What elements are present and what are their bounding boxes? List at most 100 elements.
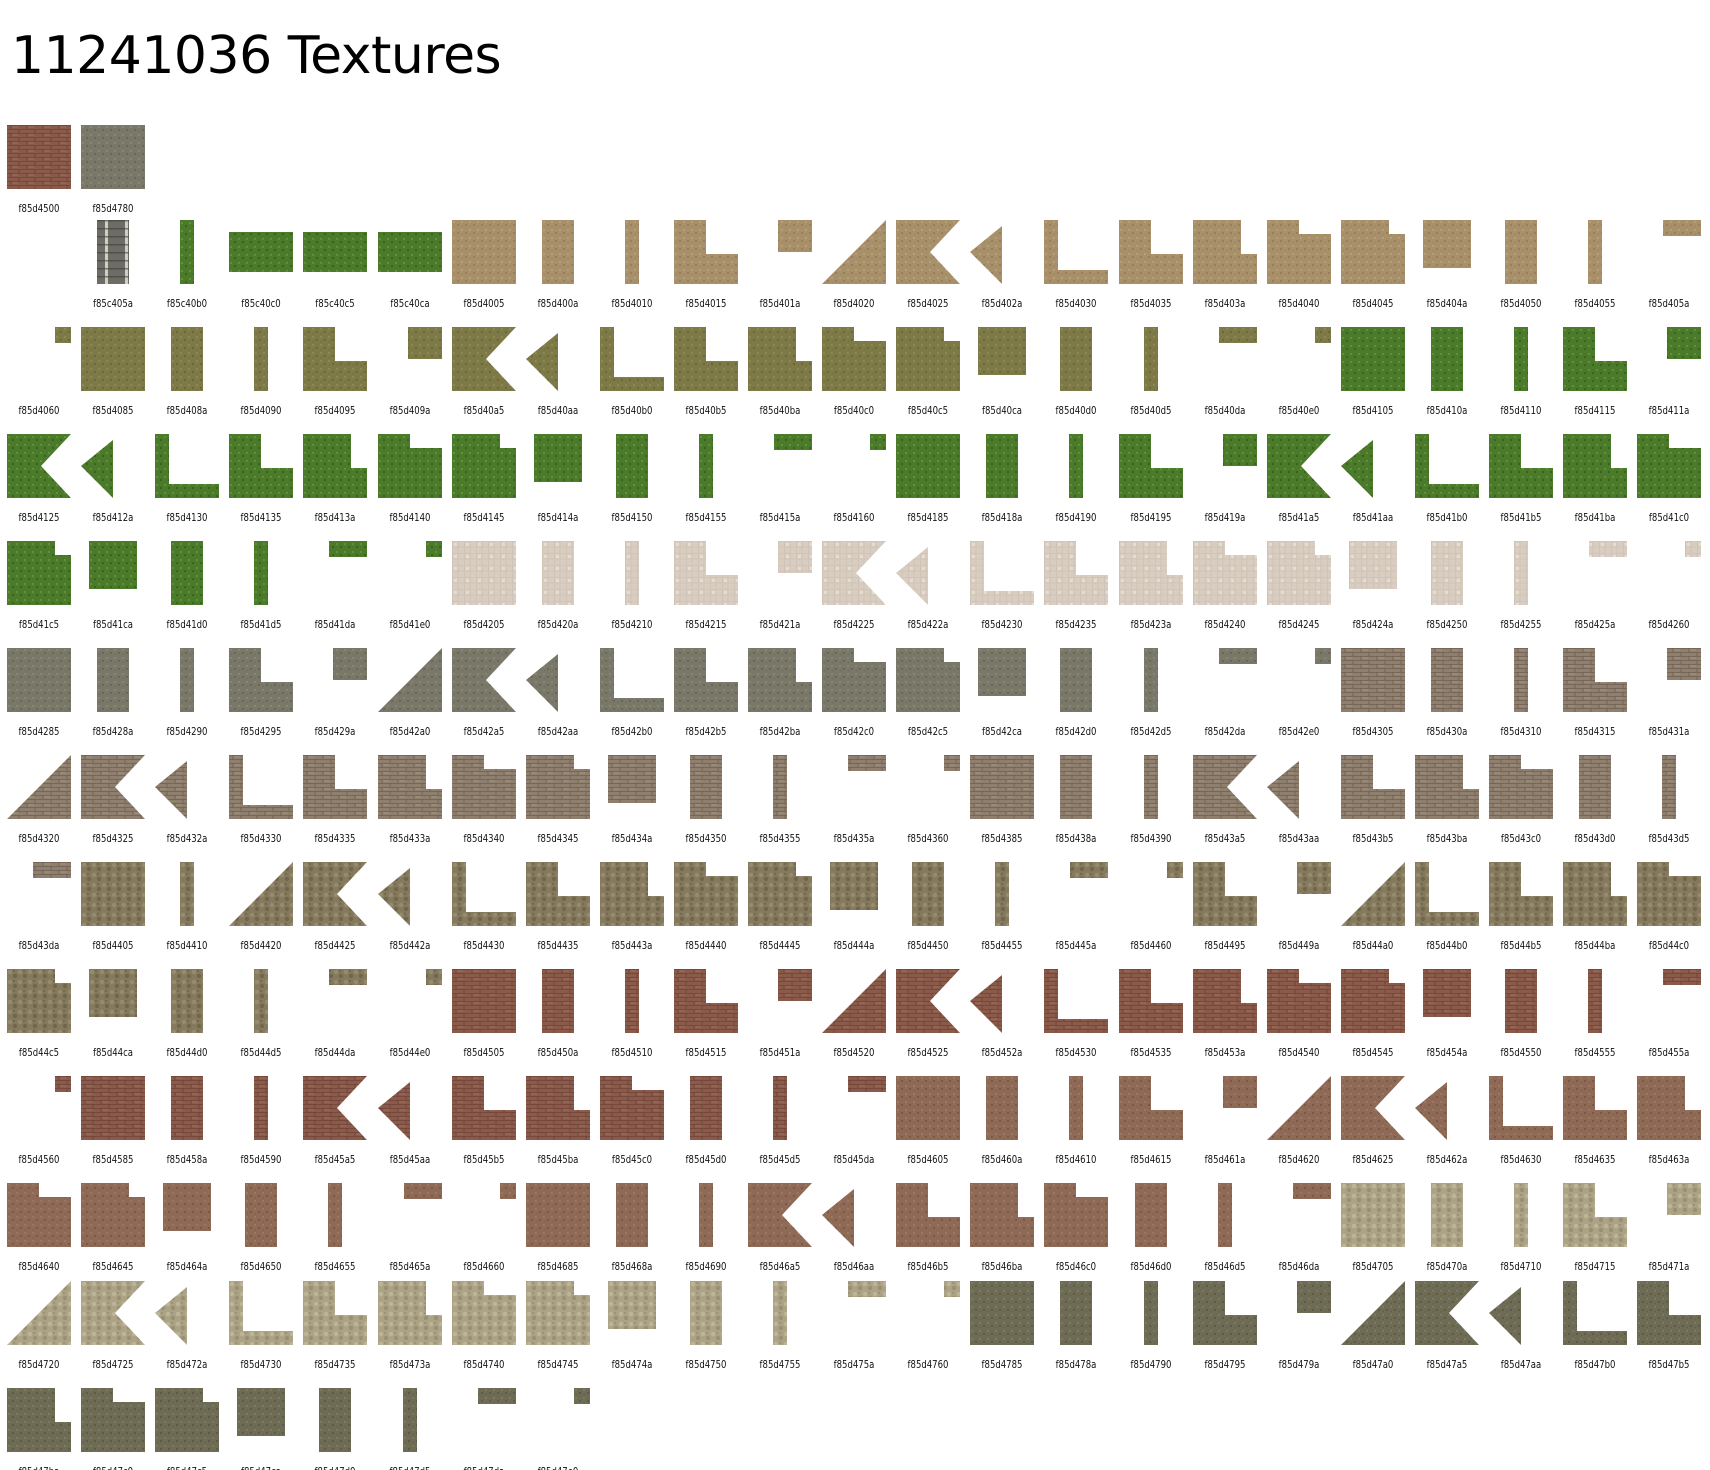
texture-tile[interactable]: f85d41d0 xyxy=(150,536,224,640)
texture-tile[interactable]: f85d4255 xyxy=(1484,536,1558,640)
texture-tile[interactable]: f85d45d5 xyxy=(743,1071,817,1175)
texture-tile[interactable]: f85d46da xyxy=(1262,1178,1336,1282)
texture-tile[interactable]: f85d4060 xyxy=(2,322,76,426)
texture-tile[interactable]: f85d4005 xyxy=(447,215,521,319)
texture-tile[interactable]: f85d4685 xyxy=(521,1178,595,1282)
texture-tile[interactable]: f85d40e0 xyxy=(1262,322,1336,426)
texture-tile[interactable]: f85d473a xyxy=(373,1276,447,1380)
texture-tile[interactable]: f85d41ca xyxy=(76,536,150,640)
texture-tile[interactable]: f85d420a xyxy=(521,536,595,640)
texture-tile[interactable]: f85d478a xyxy=(1039,1276,1113,1380)
texture-tile[interactable]: f85c40ca xyxy=(373,215,447,319)
texture-tile[interactable]: f85d4140 xyxy=(373,429,447,533)
texture-tile[interactable]: f85d46d0 xyxy=(1114,1178,1188,1282)
texture-tile[interactable]: f85d45aa xyxy=(373,1071,447,1175)
texture-tile[interactable]: f85d4155 xyxy=(669,429,743,533)
texture-tile[interactable]: f85d4320 xyxy=(2,750,76,854)
texture-tile[interactable]: f85d43c0 xyxy=(1484,750,1558,854)
texture-tile[interactable]: f85d454a xyxy=(1410,964,1484,1068)
texture-tile[interactable]: f85d46b5 xyxy=(891,1178,965,1282)
texture-tile[interactable]: f85d41a5 xyxy=(1262,429,1336,533)
texture-tile[interactable]: f85d4760 xyxy=(891,1276,965,1380)
texture-tile[interactable]: f85d4430 xyxy=(447,857,521,961)
texture-tile[interactable]: f85d4260 xyxy=(1632,536,1706,640)
texture-tile[interactable]: f85d418a xyxy=(965,429,1039,533)
texture-tile[interactable]: f85d42a0 xyxy=(373,643,447,747)
texture-tile[interactable]: f85d422a xyxy=(891,536,965,640)
texture-tile[interactable]: f85d4340 xyxy=(447,750,521,854)
texture-tile[interactable]: f85d46ba xyxy=(965,1178,1039,1282)
texture-tile[interactable]: f85d4135 xyxy=(224,429,298,533)
texture-tile[interactable]: f85d43b5 xyxy=(1336,750,1410,854)
texture-tile[interactable]: f85d4125 xyxy=(2,429,76,533)
texture-tile[interactable]: f85d40d5 xyxy=(1114,322,1188,426)
texture-tile[interactable]: f85d44d5 xyxy=(224,964,298,1068)
texture-tile[interactable]: f85d4710 xyxy=(1484,1178,1558,1282)
texture-tile[interactable]: f85d412a xyxy=(76,429,150,533)
texture-tile[interactable]: f85d464a xyxy=(150,1178,224,1282)
texture-tile[interactable]: f85d451a xyxy=(743,964,817,1068)
texture-tile[interactable]: f85d4660 xyxy=(447,1178,521,1282)
texture-tile[interactable]: f85d4010 xyxy=(595,215,669,319)
texture-tile[interactable]: f85d4130 xyxy=(150,429,224,533)
texture-tile[interactable]: f85d428a xyxy=(76,643,150,747)
texture-tile[interactable]: f85d4045 xyxy=(1336,215,1410,319)
texture-tile[interactable]: f85d4495 xyxy=(1188,857,1262,961)
texture-tile[interactable]: f85d438a xyxy=(1039,750,1113,854)
texture-tile[interactable]: f85d47e0 xyxy=(521,1383,595,1470)
texture-tile[interactable]: f85d468a xyxy=(595,1178,669,1282)
texture-tile[interactable]: f85d42aa xyxy=(521,643,595,747)
texture-tile[interactable]: f85d47ba xyxy=(2,1383,76,1470)
texture-tile[interactable]: f85d4040 xyxy=(1262,215,1336,319)
texture-tile[interactable]: f85d40d0 xyxy=(1039,322,1113,426)
texture-tile[interactable]: f85d44ba xyxy=(1558,857,1632,961)
texture-tile[interactable]: f85d479a xyxy=(1262,1276,1336,1380)
texture-tile[interactable]: f85d4590 xyxy=(224,1071,298,1175)
texture-tile[interactable]: f85d470a xyxy=(1410,1178,1484,1282)
texture-tile[interactable]: f85d4720 xyxy=(2,1276,76,1380)
texture-tile[interactable]: f85d40c5 xyxy=(891,322,965,426)
texture-tile[interactable]: f85d4190 xyxy=(1039,429,1113,533)
texture-tile[interactable]: f85d455a xyxy=(1632,964,1706,1068)
texture-tile[interactable]: f85d4650 xyxy=(224,1178,298,1282)
texture-tile[interactable]: f85d410a xyxy=(1410,322,1484,426)
texture-tile[interactable]: f85d40c0 xyxy=(817,322,891,426)
texture-tile[interactable]: f85d4655 xyxy=(298,1178,372,1282)
texture-tile[interactable]: f85d432a xyxy=(150,750,224,854)
texture-tile[interactable]: f85d4555 xyxy=(1558,964,1632,1068)
texture-tile[interactable]: f85d435a xyxy=(817,750,891,854)
texture-tile[interactable]: f85d41e0 xyxy=(373,536,447,640)
texture-tile[interactable]: f85d4110 xyxy=(1484,322,1558,426)
texture-tile[interactable]: f85d4305 xyxy=(1336,643,1410,747)
texture-tile[interactable]: f85d443a xyxy=(595,857,669,961)
texture-tile[interactable]: f85d40b0 xyxy=(595,322,669,426)
texture-tile[interactable]: f85d4535 xyxy=(1114,964,1188,1068)
texture-tile[interactable]: f85d4225 xyxy=(817,536,891,640)
texture-tile[interactable]: f85d4315 xyxy=(1558,643,1632,747)
texture-tile[interactable]: f85d4030 xyxy=(1039,215,1113,319)
texture-tile[interactable]: f85d44da xyxy=(298,964,372,1068)
texture-tile[interactable]: f85d4250 xyxy=(1410,536,1484,640)
texture-tile[interactable]: f85d465a xyxy=(373,1178,447,1282)
texture-tile[interactable]: f85d42d5 xyxy=(1114,643,1188,747)
texture-tile[interactable]: f85d4705 xyxy=(1336,1178,1410,1282)
texture-tile[interactable]: f85d424a xyxy=(1336,536,1410,640)
texture-tile[interactable]: f85d47a5 xyxy=(1410,1276,1484,1380)
texture-tile[interactable]: f85d4390 xyxy=(1114,750,1188,854)
texture-tile[interactable]: f85d4090 xyxy=(224,322,298,426)
texture-tile[interactable]: f85d4520 xyxy=(817,964,891,1068)
texture-tile[interactable]: f85d421a xyxy=(743,536,817,640)
texture-tile[interactable]: f85d41b5 xyxy=(1484,429,1558,533)
texture-tile[interactable]: f85d40ba xyxy=(743,322,817,426)
texture-tile[interactable]: f85c40c0 xyxy=(224,215,298,319)
texture-tile[interactable]: f85d4095 xyxy=(298,322,372,426)
texture-tile[interactable]: f85d42c0 xyxy=(817,643,891,747)
texture-tile[interactable]: f85d4240 xyxy=(1188,536,1262,640)
texture-tile[interactable]: f85d44d0 xyxy=(150,964,224,1068)
texture-tile[interactable]: f85d40da xyxy=(1188,322,1262,426)
texture-tile[interactable]: f85d452a xyxy=(965,964,1039,1068)
texture-tile[interactable]: f85d43aa xyxy=(1262,750,1336,854)
texture-tile[interactable]: f85d43d5 xyxy=(1632,750,1706,854)
texture-tile[interactable]: f85d431a xyxy=(1632,643,1706,747)
texture-tile[interactable]: f85d4245 xyxy=(1262,536,1336,640)
